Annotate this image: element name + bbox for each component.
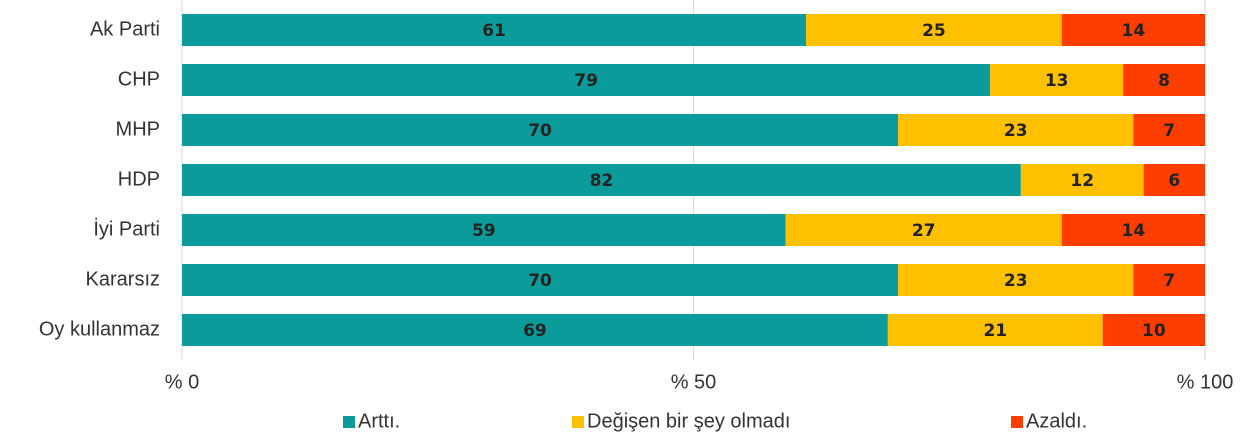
bar-segment bbox=[1123, 64, 1205, 96]
bar-segment bbox=[182, 214, 786, 246]
legend-swatch bbox=[1011, 416, 1023, 428]
data-label: 61 bbox=[482, 21, 506, 41]
bar-segment bbox=[1133, 114, 1205, 146]
data-label: 27 bbox=[912, 221, 936, 241]
data-label: 25 bbox=[922, 21, 946, 41]
y-tick-label: Oy kullanmaz bbox=[39, 318, 160, 340]
bar-segment bbox=[1020, 164, 1144, 196]
x-tick-label: % 50 bbox=[671, 371, 717, 393]
x-tick-label: % 0 bbox=[165, 371, 199, 393]
bar-segment bbox=[898, 114, 1134, 146]
bar-segment bbox=[1102, 314, 1205, 346]
data-label: 13 bbox=[1045, 71, 1069, 91]
legend-swatch bbox=[572, 416, 584, 428]
data-label: 23 bbox=[1004, 121, 1028, 141]
y-tick-label: MHP bbox=[116, 118, 160, 140]
bar-segment bbox=[182, 264, 899, 296]
legend-label: Arttı. bbox=[358, 410, 400, 432]
bar-segment bbox=[1061, 214, 1205, 246]
bar-segment bbox=[785, 214, 1062, 246]
data-label: 10 bbox=[1142, 321, 1166, 341]
legend-label: Azaldı. bbox=[1026, 410, 1087, 432]
bar-segment bbox=[182, 14, 807, 46]
bar-segment bbox=[182, 114, 899, 146]
data-label: 21 bbox=[983, 321, 1007, 341]
y-tick-label: Ak Parti bbox=[90, 18, 160, 40]
data-label: 23 bbox=[1004, 271, 1028, 291]
data-label: 82 bbox=[590, 171, 614, 191]
bar-segment bbox=[898, 264, 1134, 296]
data-label: 79 bbox=[574, 71, 598, 91]
bar-segment bbox=[1133, 264, 1205, 296]
data-label: 6 bbox=[1168, 171, 1180, 191]
bar-segment bbox=[1143, 164, 1205, 196]
bar-segment bbox=[182, 314, 888, 346]
data-label: 14 bbox=[1122, 221, 1146, 241]
y-tick-label: CHP bbox=[118, 68, 160, 90]
bar-segment bbox=[806, 14, 1062, 46]
y-tick-label: İyi Parti bbox=[93, 217, 160, 240]
data-label: 7 bbox=[1163, 121, 1175, 141]
legend-label: Değişen bir şey olmadı bbox=[587, 410, 790, 432]
data-label: 8 bbox=[1158, 71, 1170, 91]
bar-segment bbox=[1061, 14, 1205, 46]
data-label: 12 bbox=[1070, 171, 1094, 191]
data-label: 59 bbox=[472, 221, 496, 241]
bar-segment bbox=[182, 64, 991, 96]
legend-swatch bbox=[343, 416, 355, 428]
data-label: 14 bbox=[1122, 21, 1146, 41]
data-label: 7 bbox=[1163, 271, 1175, 291]
y-tick-label: Kararsız bbox=[86, 268, 160, 290]
bar-segment bbox=[182, 164, 1021, 196]
y-tick-label: HDP bbox=[118, 168, 160, 190]
bar-segment bbox=[990, 64, 1124, 96]
bar-segment bbox=[887, 314, 1103, 346]
data-label: 70 bbox=[528, 121, 552, 141]
data-label: 69 bbox=[523, 321, 547, 341]
data-label: 70 bbox=[528, 271, 552, 291]
x-tick-label: % 100 bbox=[1177, 371, 1234, 393]
